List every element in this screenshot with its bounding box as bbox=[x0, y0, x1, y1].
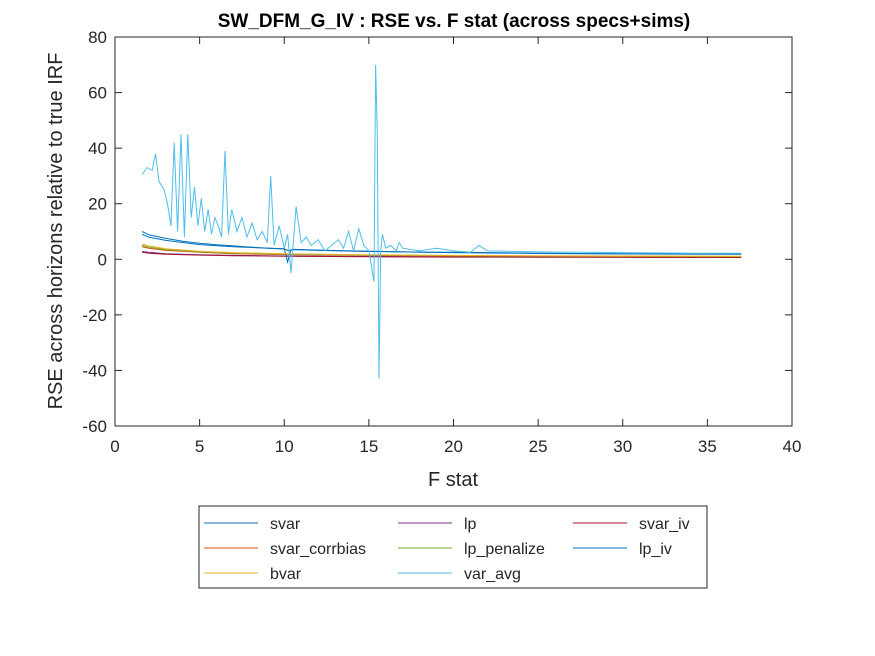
x-tick-label: 0 bbox=[110, 437, 119, 456]
legend: svar lp svar_iv svar_corrbias lp_penalize lp_… bbox=[198, 505, 708, 589]
chart-title: SW_DFM_G_IV : RSE vs. F stat (across spe… bbox=[218, 11, 691, 32]
plot-area bbox=[115, 37, 792, 426]
y-tick-label: 60 bbox=[88, 84, 107, 103]
legend-box bbox=[198, 505, 708, 589]
y-axis-label: RSE across horizons relative to true IRF bbox=[45, 53, 67, 410]
y-tick-label: 20 bbox=[88, 195, 107, 214]
x-axis-label: F stat bbox=[428, 469, 478, 491]
series-layer bbox=[141, 64, 742, 379]
x-tick-label: 25 bbox=[529, 437, 548, 456]
y-tick-label: -60 bbox=[82, 417, 107, 436]
x-tick-label: 20 bbox=[444, 437, 463, 456]
y-tick-label: 40 bbox=[88, 139, 107, 158]
legend-label: svar_iv bbox=[639, 516, 690, 533]
legend-label: var_avg bbox=[464, 566, 521, 583]
x-tick-label: 15 bbox=[359, 437, 378, 456]
y-tick-label: 0 bbox=[98, 250, 107, 269]
series-line-svar-iv bbox=[142, 251, 742, 258]
x-tick-label: 35 bbox=[698, 437, 717, 456]
x-tick-label: 30 bbox=[613, 437, 632, 456]
legend-label: svar bbox=[270, 516, 301, 533]
ticks-layer: 0 5 10 15 20 25 30 35 40 -60 -40 -20 0 20 40 60 80 bbox=[82, 28, 801, 456]
y-tick-label: -20 bbox=[82, 306, 107, 325]
series-line-bvar bbox=[141, 243, 742, 257]
legend-label: bvar bbox=[270, 566, 302, 583]
x-tick-label: 40 bbox=[783, 437, 802, 456]
y-tick-label: -40 bbox=[82, 361, 107, 380]
x-tick-label: 10 bbox=[275, 437, 294, 456]
legend-label: lp_penalize bbox=[464, 541, 545, 558]
legend-label: svar_corrbias bbox=[270, 541, 366, 558]
legend-label: lp bbox=[464, 516, 477, 533]
legend-label: lp_iv bbox=[639, 541, 672, 558]
x-tick-label: 5 bbox=[195, 437, 204, 456]
y-tick-label: 80 bbox=[88, 28, 107, 47]
series-line-var-avg bbox=[141, 64, 742, 379]
